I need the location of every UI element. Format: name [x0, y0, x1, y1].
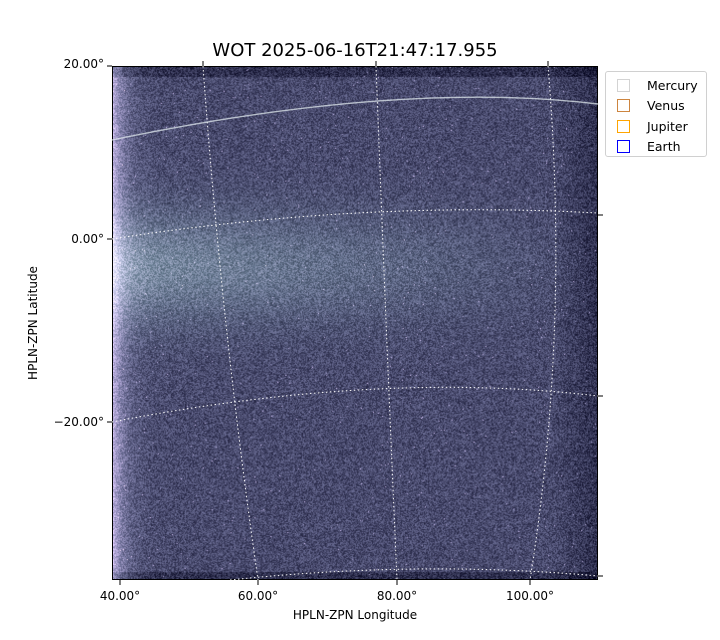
legend-item-mercury: Mercury — [617, 75, 706, 96]
x-tick-label: 40.00° — [99, 589, 141, 603]
y-tick-label: 20.00° — [63, 57, 104, 71]
x-tick-label: 60.00° — [237, 589, 279, 603]
y-axis-label: HPLN-ZPN Latitude — [26, 266, 40, 380]
legend-swatch — [617, 99, 630, 113]
y-tick-label: −20.00° — [53, 415, 104, 429]
chart-title: WOT 2025-06-16T21:47:17.955 — [212, 40, 498, 61]
bright-streak — [111, 96, 599, 141]
legend-swatch — [617, 78, 630, 92]
legend-label: Jupiter — [647, 118, 688, 134]
legend-item-jupiter: Jupiter — [617, 116, 706, 137]
legend: Mercury Venus Jupiter Earth — [605, 71, 707, 157]
grid-line-lat-neg40 — [229, 568, 599, 581]
legend-swatch — [617, 140, 630, 154]
grid-line-lon-3 — [529, 65, 557, 581]
legend-label: Mercury — [647, 77, 698, 93]
x-tick-label: 80.00° — [376, 589, 418, 603]
x-axis-label: HPLN-ZPN Longitude — [292, 608, 418, 622]
y-tick-label: 0.00° — [71, 232, 104, 246]
grid-line-lat-0 — [111, 209, 599, 240]
plot-area — [112, 66, 598, 580]
legend-item-earth: Earth — [617, 137, 706, 158]
grid-line-lat-neg20 — [111, 386, 599, 423]
legend-label: Venus — [647, 98, 685, 114]
x-tick-label: 100.00° — [506, 589, 554, 603]
legend-item-venus: Venus — [617, 96, 706, 117]
grid-line-lon-2 — [375, 65, 398, 581]
legend-swatch — [617, 119, 630, 133]
grid-line-lon-1 — [202, 65, 259, 581]
legend-label: Earth — [647, 139, 681, 155]
solar-image — [113, 67, 597, 579]
